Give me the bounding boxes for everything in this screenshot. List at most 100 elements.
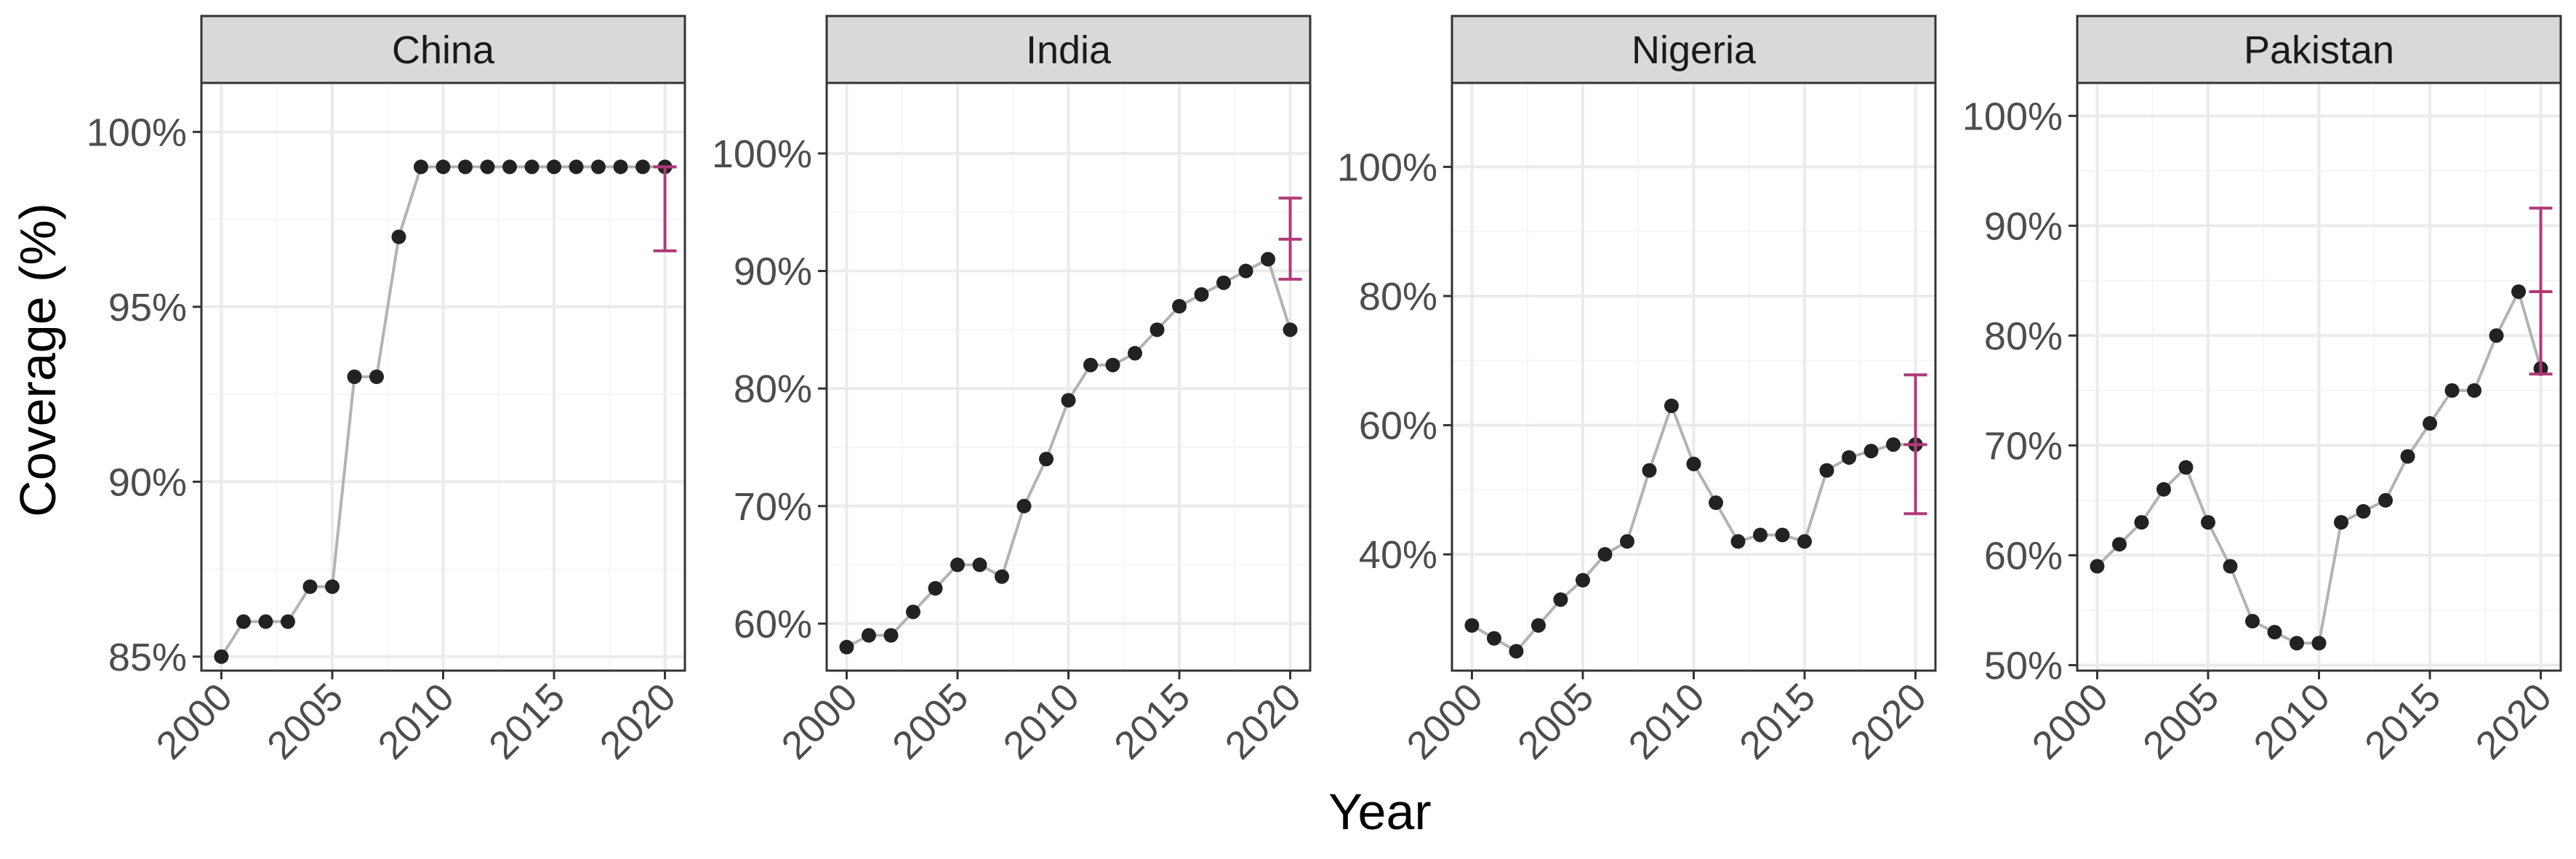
x-tick-label: 2015 — [1731, 675, 1823, 767]
data-point — [1464, 618, 1480, 633]
data-point — [2289, 636, 2304, 651]
y-tick-label: 100% — [1337, 145, 1437, 189]
x-tick-label: 2000 — [774, 675, 866, 767]
y-tick-label: 95% — [108, 286, 187, 329]
data-point — [391, 229, 406, 244]
data-point — [258, 614, 273, 629]
data-point — [280, 614, 295, 629]
data-point — [547, 159, 562, 175]
data-point — [1216, 275, 1232, 290]
data-point — [2356, 504, 2371, 519]
data-point — [480, 159, 495, 175]
data-point — [1016, 498, 1032, 514]
y-tick-label: 80% — [734, 367, 812, 411]
data-point — [2489, 328, 2504, 343]
x-tick-label: 2005 — [259, 675, 351, 767]
y-tick-label: 40% — [1359, 533, 1437, 577]
x-tick-label: 2010 — [2246, 675, 2338, 767]
data-point — [1886, 437, 1901, 452]
data-point — [1128, 345, 1143, 361]
y-tick-label: 100% — [712, 132, 812, 176]
y-tick-label: 80% — [1984, 314, 2063, 358]
y-axis-title: Coverage (%) — [9, 203, 66, 517]
x-tick-label: 2000 — [148, 675, 241, 767]
data-point — [2334, 515, 2349, 530]
facet-strip — [825, 15, 1312, 84]
y-tick-label: 90% — [734, 250, 812, 294]
x-tick-label: 2000 — [2024, 675, 2116, 767]
data-point — [458, 159, 473, 175]
data-point — [2267, 625, 2282, 640]
facet-strip — [200, 15, 686, 84]
data-point — [1730, 534, 1746, 549]
data-point — [2200, 515, 2215, 530]
data-point — [1061, 393, 1076, 408]
data-point — [236, 614, 251, 629]
data-point — [413, 159, 428, 175]
data-point — [214, 649, 229, 664]
y-tick-label: 60% — [734, 602, 812, 646]
panel-india: India 60% 70% 80% 90% 100% 2000 2005 2010 2015 202… — [712, 15, 1312, 767]
data-point — [1863, 444, 1879, 459]
data-point — [928, 580, 943, 596]
x-tick-label: 2005 — [1509, 675, 1602, 767]
data-point — [1038, 452, 1054, 467]
data-point — [2223, 559, 2238, 574]
y-tick-label: 100% — [87, 111, 187, 154]
data-point — [1819, 463, 1834, 478]
x-tick-label: 2015 — [2356, 675, 2449, 767]
data-point — [1149, 322, 1165, 337]
y-tick-label: 60% — [1984, 534, 2063, 578]
data-point — [524, 159, 539, 175]
y-tick-label: 70% — [1984, 424, 2063, 468]
x-tick-label: 2020 — [1842, 675, 1935, 767]
x-tick-label: 2020 — [2468, 675, 2560, 767]
data-point — [1664, 398, 1679, 413]
data-point — [972, 557, 987, 572]
data-point — [302, 579, 318, 594]
data-point — [1686, 456, 1701, 471]
data-point — [1486, 631, 1501, 646]
data-point — [2090, 559, 2105, 574]
data-point — [1283, 322, 1298, 337]
data-point — [839, 639, 854, 655]
data-point — [1842, 450, 1857, 465]
x-tick-label: 2020 — [1217, 675, 1309, 767]
data-point — [436, 159, 451, 175]
data-point — [2444, 383, 2460, 398]
data-point — [347, 369, 362, 384]
data-point — [2156, 482, 2171, 497]
data-point — [1619, 534, 1634, 549]
data-point — [2423, 416, 2438, 431]
data-point — [2467, 383, 2482, 398]
data-point — [2511, 284, 2527, 299]
data-point — [569, 159, 584, 175]
data-point — [1775, 527, 1790, 543]
data-point — [2311, 636, 2327, 651]
data-point — [1642, 463, 1657, 478]
data-point — [1709, 495, 1724, 511]
data-point — [2111, 537, 2127, 552]
panel-nigeria: Nigeria 40% 60% 80% 100% 2000 2005 2010 2015 2020 — [1337, 15, 1937, 767]
data-point — [1509, 644, 1524, 659]
data-point — [994, 569, 1009, 584]
data-point — [2178, 460, 2194, 475]
data-point — [1261, 252, 1276, 267]
panel-china: China 85% 90% 95% 100% 2000 2005 2010 2015 2020 — [87, 15, 686, 767]
data-point — [2400, 449, 2415, 464]
x-tick-label: 2010 — [370, 675, 462, 767]
x-tick-label: 2015 — [1106, 675, 1198, 767]
facet-title: China — [392, 28, 495, 72]
x-tick-label: 2010 — [995, 675, 1088, 767]
data-point — [591, 159, 606, 175]
y-tick-label: 70% — [734, 485, 812, 529]
data-point — [502, 159, 518, 175]
data-point — [1553, 592, 1568, 607]
x-tick-label: 2015 — [481, 675, 573, 767]
y-tick-label: 50% — [1984, 644, 2063, 687]
x-axis-title: Year — [1328, 783, 1431, 840]
y-tick-label: 100% — [1962, 95, 2063, 138]
data-point — [905, 604, 920, 620]
data-point — [1575, 572, 1590, 588]
